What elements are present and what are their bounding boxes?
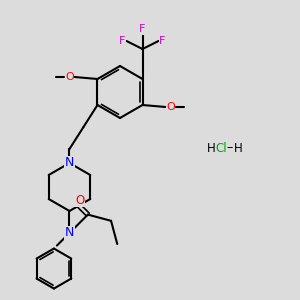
Text: –: – <box>226 142 232 154</box>
Text: O: O <box>75 194 84 207</box>
Text: O: O <box>65 72 74 82</box>
Text: N: N <box>65 226 74 239</box>
Text: N: N <box>65 157 74 169</box>
Text: O: O <box>166 102 175 112</box>
Text: Cl: Cl <box>215 142 226 154</box>
Text: F: F <box>119 36 126 46</box>
Text: F: F <box>159 36 166 46</box>
Text: F: F <box>139 24 146 34</box>
Text: H: H <box>234 142 243 154</box>
Text: H: H <box>207 142 216 154</box>
